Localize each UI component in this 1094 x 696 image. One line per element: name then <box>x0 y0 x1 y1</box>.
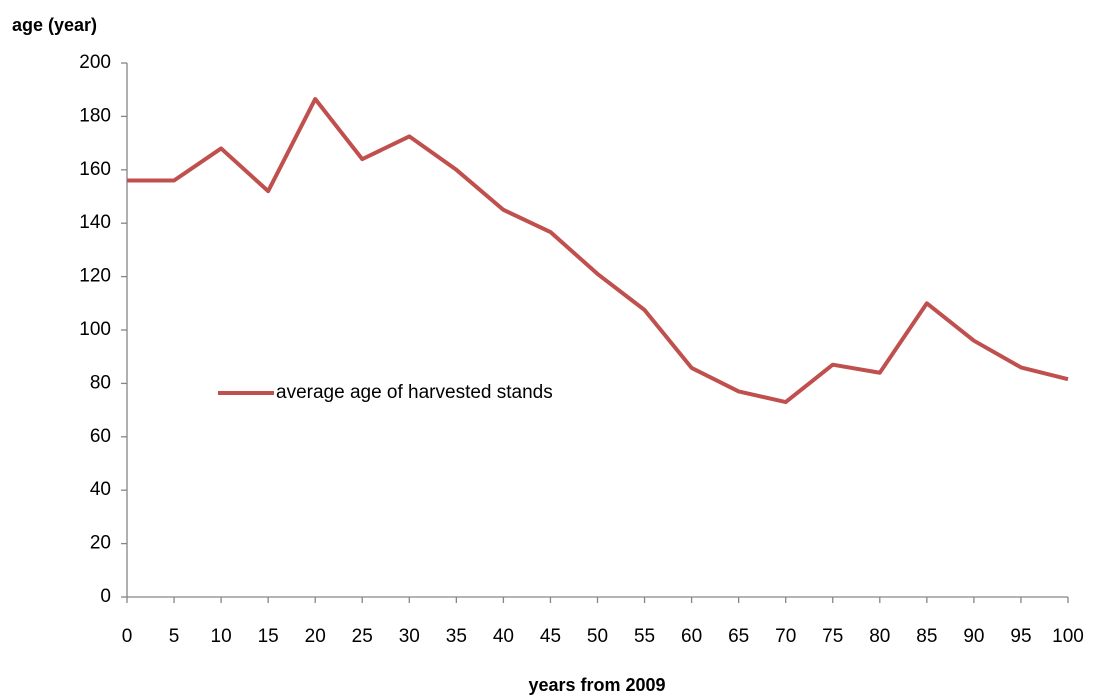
x-axis-title: years from 2009 <box>528 675 665 695</box>
x-tick-label: 15 <box>258 626 279 647</box>
x-tick-label: 5 <box>169 626 180 647</box>
x-tick-label: 70 <box>775 626 796 647</box>
x-tick-label: 40 <box>493 626 514 647</box>
x-tick-label: 10 <box>211 626 232 647</box>
y-tick-label: 100 <box>79 319 111 340</box>
line <box>127 97 1069 405</box>
y-tick-label: 140 <box>79 212 111 233</box>
y-axis-title: age (year) <box>12 15 97 35</box>
y-tick-label: 40 <box>90 479 111 500</box>
y-tick-label: 180 <box>79 105 111 126</box>
x-tick-label: 50 <box>587 626 608 647</box>
x-tick-label: 20 <box>305 626 326 647</box>
x-tick-label: 0 <box>122 626 133 647</box>
x-tick-label: 80 <box>869 626 890 647</box>
x-tick-label: 75 <box>822 626 843 647</box>
y-tick-label: 80 <box>90 372 111 393</box>
x-tick-label: 55 <box>634 626 655 647</box>
legend-label: average age of harvested stands <box>276 382 553 403</box>
x-tick-label: 25 <box>352 626 373 647</box>
x-tick-label: 35 <box>446 626 467 647</box>
x-tick-label: 30 <box>399 626 420 647</box>
y-tick-label: 20 <box>90 533 111 554</box>
x-tick-label: 90 <box>963 626 984 647</box>
y-tick-label: 60 <box>90 426 111 447</box>
x-tick-label: 60 <box>681 626 702 647</box>
y-tick-label: 0 <box>100 586 111 607</box>
x-tick-label: 65 <box>728 626 749 647</box>
y-tick-label: 160 <box>79 159 111 180</box>
x-tick-label: 95 <box>1010 626 1031 647</box>
y-tick-label: 200 <box>79 52 111 73</box>
x-tick-label: 100 <box>1052 626 1084 647</box>
y-tick-label: 120 <box>79 266 111 287</box>
x-tick-label: 45 <box>540 626 561 647</box>
x-tick-label: 85 <box>916 626 937 647</box>
